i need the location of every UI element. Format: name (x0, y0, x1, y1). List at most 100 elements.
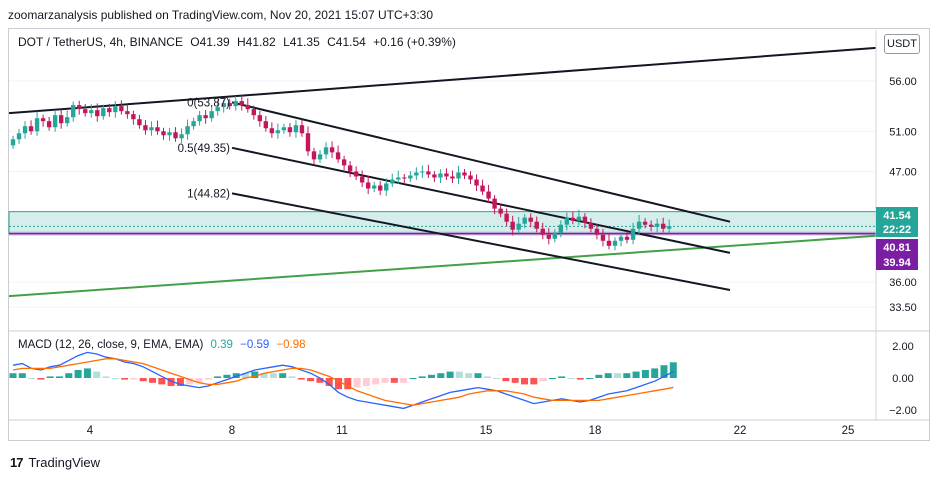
candle-body (480, 185, 485, 192)
macd-histogram-bar (251, 371, 259, 378)
candle-body (71, 105, 76, 118)
fib-labels: 0(53.87) 0.5(49.35) 1(44.82) (178, 97, 231, 200)
candle-body (329, 147, 335, 153)
candle-body (402, 177, 407, 179)
candle-body (594, 228, 600, 235)
macd-histogram-bar (335, 378, 342, 390)
macd-histogram-bar (111, 378, 119, 379)
candle-body (552, 232, 557, 239)
candle-body (239, 101, 244, 106)
publisher-line: zoomarzanalysis published on TradingView… (8, 8, 434, 22)
price-badge (876, 239, 918, 255)
candle-body (341, 159, 347, 166)
macd-histogram-bar (390, 378, 398, 383)
macd-histogram-bar (530, 378, 538, 385)
candle-body (414, 172, 419, 176)
green-support-line (8, 234, 877, 298)
candle-body (107, 108, 112, 113)
macd-label[interactable]: MACD (12, 26, close, 9, EMA, EMA) (18, 339, 204, 351)
candle-body (131, 114, 136, 120)
candle-body (10, 139, 16, 146)
candle-body (498, 208, 503, 214)
macd-histogram-bar (158, 378, 166, 385)
footer-brand[interactable]: 17 TradingView (10, 455, 100, 470)
price-tick-label: 47.00 (889, 166, 917, 178)
candle-body (390, 179, 395, 184)
candle-body (528, 217, 533, 222)
macd-histogram-bar (269, 373, 277, 378)
macd-histogram-bar (400, 378, 408, 383)
tradingview-logo-icon: 17 (10, 455, 24, 470)
candle-body (46, 121, 52, 128)
candle-body (359, 176, 365, 183)
symbol-legend: DOT / TetherUS, 4h, BINANCE O41.39 H41.8… (18, 35, 460, 49)
candle-body (275, 130, 281, 134)
macd-histogram-bar (586, 378, 594, 379)
macd-histogram-bar (9, 373, 17, 378)
candle-body (155, 127, 160, 132)
macd-histogram-bar (214, 376, 222, 378)
price-badge (876, 221, 918, 237)
macd-histogram-bar (660, 365, 668, 378)
candle-body (34, 118, 40, 132)
candle-body (576, 216, 582, 221)
macd-histogram-bar (18, 373, 26, 378)
low-value: L41.35 (283, 35, 320, 49)
macd-histogram-bar (130, 378, 138, 380)
macd-histogram-bar (344, 378, 352, 390)
currency-button[interactable]: USDT (884, 34, 920, 54)
candle-body (179, 134, 184, 139)
candle-body (648, 224, 654, 227)
price-tick-label: 56.00 (889, 76, 917, 88)
macd-value: 0.39 (210, 339, 233, 351)
candle-body (636, 221, 642, 229)
candle-body (173, 132, 178, 139)
candle-body (113, 106, 118, 113)
time-tick-label: 18 (589, 425, 602, 437)
macd-histogram-bar (316, 378, 324, 383)
candle-body (450, 176, 455, 179)
macd-histogram-bar (37, 378, 45, 380)
macd-histogram-bar (56, 376, 63, 378)
candle-body (492, 198, 497, 209)
candle-body (408, 175, 413, 179)
candle-body (570, 217, 576, 221)
macd-histogram-bar (242, 373, 249, 378)
candle-body (52, 115, 58, 128)
candle-body (347, 165, 353, 172)
macd-histogram-bar (641, 370, 649, 378)
candle-body (444, 173, 449, 177)
macd-histogram-bar (232, 373, 240, 378)
candle-body (660, 223, 666, 229)
macd-histogram-bar (465, 373, 473, 378)
candle-body (666, 226, 672, 229)
macd-line (12, 351, 674, 410)
candle-body (642, 221, 648, 225)
price-tick-label: 36.00 (889, 277, 917, 289)
macd-histogram-bar (176, 378, 184, 386)
macd-histogram-bar (409, 378, 417, 379)
macd-histogram-bar (372, 378, 380, 385)
candle-body (456, 172, 461, 179)
candle-body (474, 179, 479, 186)
candle-body (203, 115, 208, 119)
macd-histogram-bar (65, 373, 73, 378)
time-tick-label: 15 (480, 425, 493, 437)
candle-body (58, 115, 64, 124)
candle-body (432, 174, 437, 178)
upper-ascending-line (8, 46, 877, 115)
macd-tick-label: 2.00 (892, 341, 913, 353)
fib-label: 0(53.87) (187, 97, 230, 109)
candles (10, 95, 672, 251)
candle-body (95, 110, 100, 117)
macd-histogram-bar (307, 378, 315, 382)
macd-histogram-bar (632, 371, 640, 378)
candle-body (582, 216, 588, 223)
symbol-pair[interactable]: DOT / TetherUS, 4h, BINANCE (18, 35, 183, 49)
candle-body (263, 121, 269, 129)
candle-body (185, 126, 190, 135)
fib-label: 0.5(49.35) (178, 143, 231, 155)
candle-body (317, 154, 323, 160)
signal-line (12, 358, 674, 406)
